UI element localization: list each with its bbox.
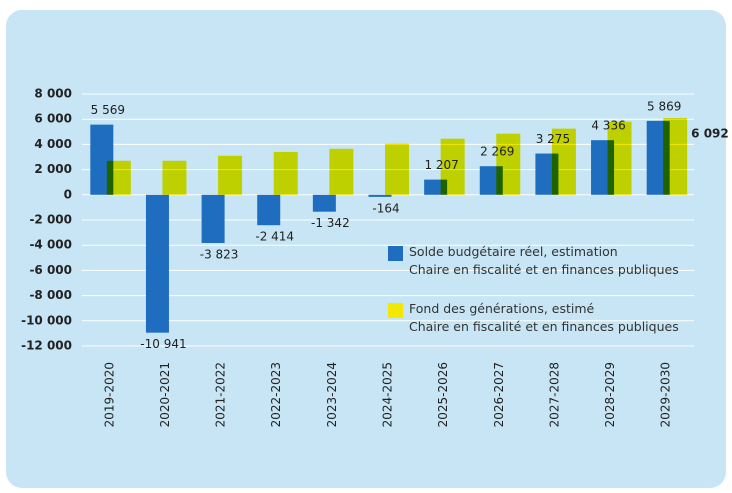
data-label: 2 269 [480, 145, 514, 159]
bar [551, 128, 576, 195]
x-tick-label: 2029-2030 [659, 362, 673, 427]
data-label: -1 342 [311, 216, 350, 230]
bar [257, 194, 281, 226]
x-tick-label: 2024-2025 [381, 362, 395, 427]
x-tick-label: 2021-2022 [214, 362, 228, 427]
y-tick-label: 4 000 [34, 137, 72, 151]
bar [329, 148, 354, 195]
bar [368, 194, 392, 197]
legend-entry: Solde budgétaire réel, estimation Chaire… [409, 244, 679, 277]
bar [273, 151, 298, 195]
bar [162, 160, 187, 195]
y-tick-label: 6 000 [34, 112, 72, 126]
bar [663, 118, 688, 195]
data-label: -3 823 [200, 247, 239, 261]
data-label: 5 869 [647, 99, 681, 113]
x-tick-label: 2027-2028 [547, 362, 561, 427]
data-label: 4 336 [591, 119, 625, 133]
data-label: 1 207 [424, 158, 458, 172]
x-tick-label: 2023-2024 [325, 362, 339, 427]
y-tick-label: -10 000 [21, 313, 72, 327]
bar [385, 143, 409, 195]
y-tick-label: -6 000 [29, 263, 72, 277]
x-tick-label: 2020-2021 [158, 362, 172, 427]
x-tick-label: 2028-2029 [603, 362, 617, 427]
panel [6, 10, 726, 488]
bar [145, 194, 169, 333]
data-label: -164 [372, 201, 399, 215]
x-tick-label: 2026-2027 [492, 362, 506, 427]
legend-swatch [388, 303, 403, 318]
bar [106, 160, 131, 195]
data-label: 5 569 [91, 103, 125, 117]
x-tick-label: 2025-2026 [436, 362, 450, 427]
bar [312, 194, 336, 212]
data-label: -10 941 [140, 337, 186, 351]
y-tick-label: -2 000 [29, 213, 72, 227]
x-tick-label: 2019-2020 [102, 362, 116, 427]
data-label: -2 414 [255, 230, 294, 244]
data-label: 6 092 [691, 127, 729, 141]
legend-swatch [388, 246, 403, 261]
x-tick-label: 2022-2023 [269, 362, 283, 427]
bar [201, 194, 225, 243]
y-tick-label: 0 [64, 187, 72, 201]
y-tick-label: 2 000 [34, 162, 72, 176]
y-tick-label: -8 000 [29, 288, 72, 302]
y-tick-label: -4 000 [29, 238, 72, 252]
bar [496, 133, 521, 195]
y-tick-label: 8 000 [34, 87, 72, 101]
bar [440, 138, 465, 195]
legend-entry: Fond des générations, estimé Chaire en f… [409, 301, 679, 334]
data-label: 3 275 [536, 132, 570, 146]
y-tick-label: -12 000 [21, 339, 72, 353]
bar [218, 155, 243, 195]
bar [607, 121, 632, 195]
